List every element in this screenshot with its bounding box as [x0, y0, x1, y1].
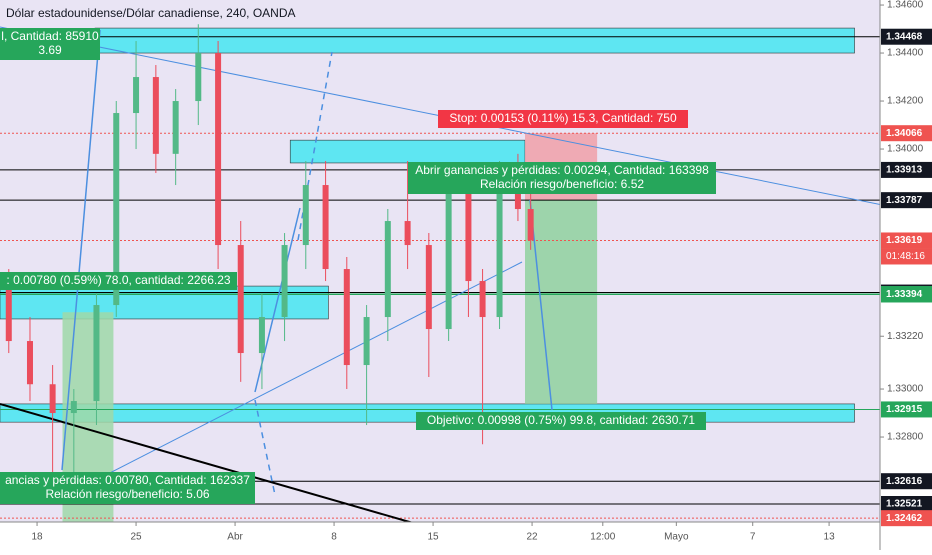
price-tag	[881, 496, 932, 512]
x-tick-label: 15	[428, 532, 440, 543]
candle-body	[496, 185, 503, 318]
y-tick-label: 1.34200	[887, 96, 924, 107]
candle-body	[26, 341, 33, 385]
candle-body	[5, 281, 12, 342]
candle-body	[322, 185, 329, 270]
price-tag	[881, 125, 932, 142]
price-tag-label: 1.32462	[886, 513, 923, 524]
price-tag-label: 1.33787	[886, 195, 923, 206]
candle-body	[195, 53, 202, 102]
x-tick-label: Abr	[227, 532, 243, 543]
candle-body	[258, 317, 265, 354]
candle-body	[70, 401, 77, 414]
candle-body	[113, 113, 120, 306]
candle-body	[514, 185, 521, 210]
y-tick-label: 1.34600	[887, 0, 924, 11]
forecast-arrow	[254, 207, 301, 393]
candle-body	[384, 221, 391, 318]
price-tag	[881, 473, 932, 490]
price-tag	[881, 510, 932, 527]
candle-body	[479, 281, 486, 318]
candle-body	[172, 101, 179, 154]
trend-line	[61, 29, 101, 471]
price-tag-label: 1.32521	[886, 499, 923, 510]
annotation-box	[0, 28, 100, 60]
x-tick-label: Mayo	[664, 532, 689, 543]
annotation-box	[0, 472, 255, 504]
plot-background	[0, 0, 880, 522]
annotation-text: Relación riesgo/beneficio: 5.06	[45, 487, 209, 501]
forecast-arrow	[297, 51, 333, 241]
forecast-arrow	[529, 199, 553, 411]
price-tag	[881, 192, 932, 209]
candle-body	[93, 305, 100, 402]
countdown: 01:48:16	[886, 251, 925, 262]
price-tag-label: 1.32616	[886, 476, 923, 487]
candle-body	[133, 77, 140, 114]
candle-body	[425, 245, 432, 330]
candle-body	[215, 53, 222, 246]
y-tick-label: 1.33000	[887, 384, 924, 395]
candle-body	[343, 269, 350, 366]
annotation-text: ancias y pérdidas: 0.00780, Cantidad: 16…	[5, 473, 250, 487]
price-tag-label: 1.33394	[886, 289, 923, 300]
candle-body	[404, 221, 411, 246]
time-axis	[0, 522, 880, 550]
x-tick-label: 25	[130, 532, 142, 543]
chart-title: Dólar estadounidense/Dólar canadiense, 2…	[6, 6, 296, 20]
x-tick-label: 8	[331, 532, 337, 543]
x-tick-label: 7	[750, 532, 756, 543]
forecast-arrow	[254, 399, 276, 496]
annotation-text: 3.69	[38, 43, 62, 57]
price-axis	[880, 0, 932, 550]
price-tag	[881, 232, 932, 249]
y-tick-label: 1.34000	[887, 144, 924, 155]
zone	[94, 27, 855, 54]
x-tick-label: 13	[824, 532, 836, 543]
candle-body	[152, 77, 159, 154]
price-tag-label: 1.34066	[886, 128, 923, 139]
countdown-tag	[881, 248, 932, 265]
annotation-text: Relación riesgo/beneficio: 6.52	[480, 177, 644, 191]
x-tick-label: 18	[31, 532, 43, 543]
y-tick-label: 1.34400	[887, 48, 924, 59]
candle-body	[281, 245, 288, 318]
price-tag-label: 1.33913	[886, 165, 923, 176]
price-tag	[881, 28, 932, 45]
price-tag	[881, 286, 932, 303]
zone	[289, 139, 526, 164]
price-tag-label: 1.34468	[886, 31, 923, 42]
annotation-box	[0, 272, 237, 290]
x-tick-label: 12:00	[590, 532, 615, 543]
candle-body	[237, 245, 244, 354]
candle-body	[302, 185, 309, 246]
y-tick-label: 1.32800	[887, 432, 924, 443]
price-tag	[881, 161, 932, 178]
annotation-text: : 0.00780 (0.59%) 78.0, cantidad: 2266.2…	[6, 273, 230, 287]
trend-line	[0, 403, 421, 526]
candle-body	[445, 185, 452, 330]
annotation-text: l, Cantidad: 85910	[1, 29, 99, 43]
y-tick-label: 1.33220	[887, 331, 924, 342]
candle-body	[49, 384, 56, 414]
annotation-box	[416, 412, 706, 430]
candle-body	[363, 317, 370, 366]
price-tag	[881, 401, 932, 418]
annotation-box	[408, 162, 716, 194]
annotation-text: Stop: 0.00153 (0.11%) 15.3, Cantidad: 75…	[449, 111, 677, 125]
candle-body	[465, 185, 472, 282]
price-tag-label: 1.33619	[886, 235, 923, 246]
trend-line	[99, 261, 523, 479]
annotation-text: Objetivo: 0.00998 (0.75%) 99.8, cantidad…	[427, 413, 696, 427]
annotation-text: Abrir ganancias y pérdidas: 0.00294, Can…	[415, 163, 709, 177]
zone	[525, 200, 598, 404]
candle-body	[527, 209, 534, 241]
x-tick-label: 22	[527, 532, 539, 543]
annotation-box	[438, 110, 688, 128]
price-tag-label: 1.32915	[886, 404, 923, 415]
